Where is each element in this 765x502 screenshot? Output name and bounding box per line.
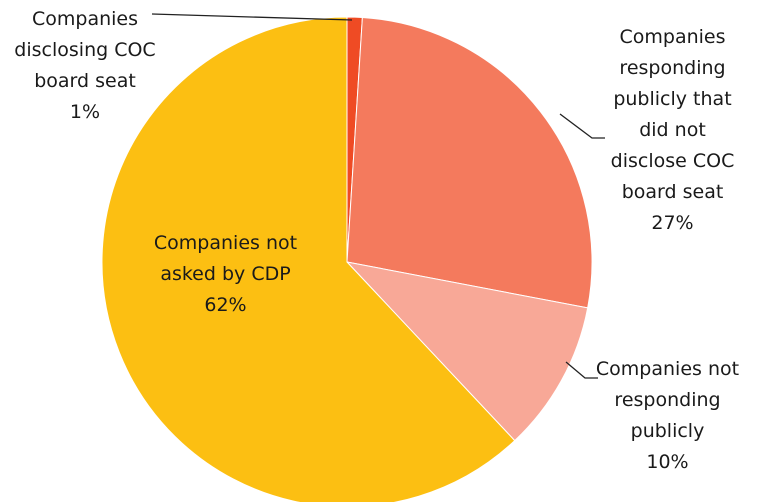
leader-line <box>565 361 598 379</box>
leader-line <box>559 113 605 139</box>
value-label: 27% <box>651 212 694 234</box>
leader-line <box>151 13 353 21</box>
pie-slice <box>345 261 589 442</box>
category-label: Companies not asked by CDP <box>153 232 298 285</box>
category-label: Companies responding publicly that did n… <box>610 26 735 203</box>
value-label: 62% <box>204 294 247 316</box>
value-label: 10% <box>646 451 689 473</box>
category-label: Companies disclosing COC board seat <box>14 8 156 92</box>
slice-label: Companies responding publicly that did n… <box>605 22 740 239</box>
pie-slice <box>346 16 593 309</box>
slice-label: Companies disclosing COC board seat 1% <box>5 4 165 128</box>
slice-label: Companies not responding publicly 10% <box>595 354 740 478</box>
slice-label: Companies not asked by CDP 62% <box>148 228 303 321</box>
value-label: 1% <box>69 101 101 123</box>
pie-slice <box>101 16 516 502</box>
category-label: Companies not responding publicly <box>595 358 740 442</box>
